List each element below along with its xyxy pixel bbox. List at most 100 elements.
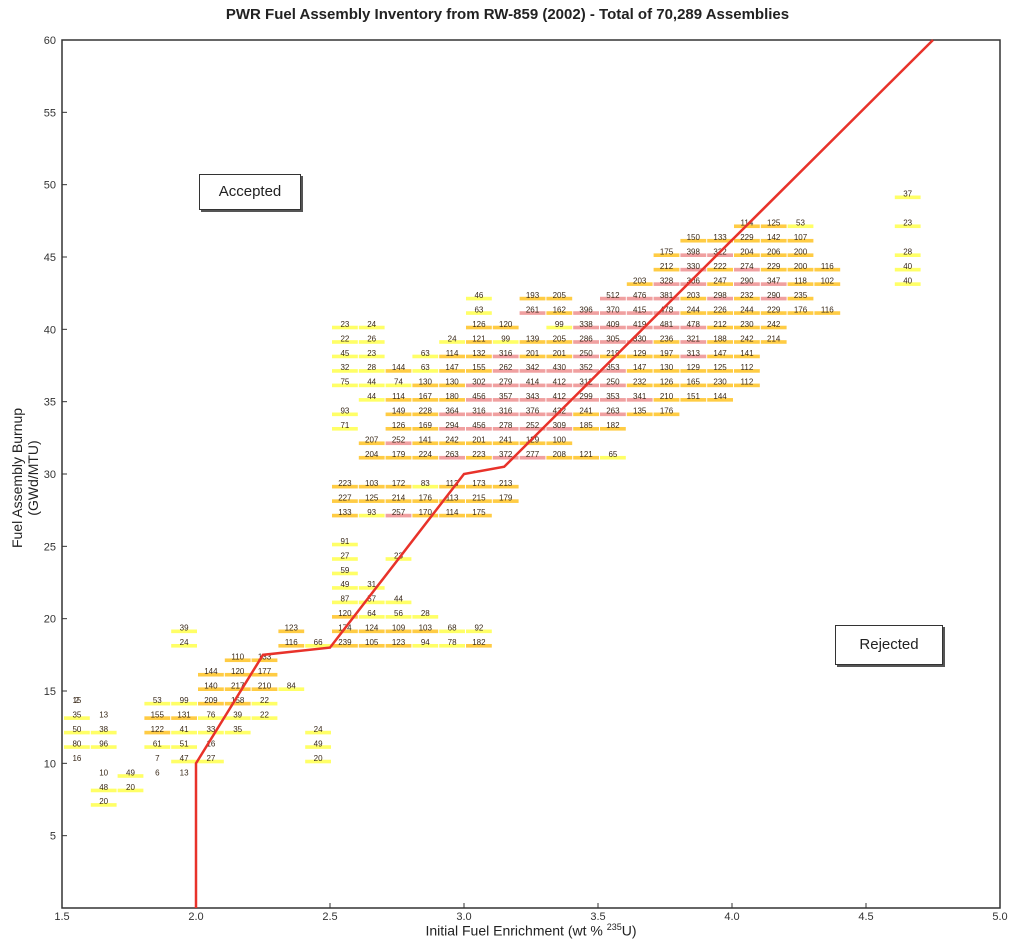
cell-value-label: 223 (472, 450, 486, 459)
x-tick-label: 4.5 (858, 911, 873, 923)
heatmap-cell (546, 325, 573, 330)
cell-value-label: 179 (499, 493, 513, 502)
heatmap-cell (412, 398, 439, 402)
heatmap-cell (385, 369, 412, 373)
cell-value-label: 330 (633, 334, 647, 343)
cell-value-label: 252 (392, 436, 406, 445)
heatmap-cell (492, 340, 519, 344)
cell-value-label: 139 (526, 334, 540, 343)
x-tick-label: 3.5 (590, 911, 605, 923)
cell-value-label: 155 (151, 710, 165, 719)
cell-value-label: 185 (579, 421, 593, 430)
cell-value-label: 201 (472, 436, 486, 445)
cell-value-label: 169 (419, 421, 433, 430)
heatmap-cell (64, 745, 90, 749)
heatmap-cell (358, 499, 385, 503)
heatmap-cell (412, 441, 439, 446)
heatmap-cell (492, 499, 519, 503)
heatmap-cell (734, 311, 760, 315)
heatmap-cell (305, 759, 331, 764)
heatmap-cell (760, 224, 787, 229)
heatmap-cell (787, 311, 814, 315)
heatmap-cell (332, 513, 358, 518)
heatmap-cell (492, 455, 519, 460)
heatmap-cell (412, 426, 439, 431)
heatmap-cell (519, 354, 546, 359)
cell-value-label: 114 (446, 508, 459, 517)
heatmap-cell (626, 354, 653, 359)
cell-value-label: 13 (180, 768, 189, 777)
cell-value-label: 10 (99, 768, 108, 777)
cell-value-label: 40 (903, 262, 912, 271)
cell-value-label: 92 (474, 624, 483, 633)
heatmap-cell (680, 253, 707, 257)
cell-value-label: 412 (553, 378, 567, 387)
heatmap-cell (171, 730, 197, 735)
cell-value-label: 179 (392, 450, 406, 459)
cell-value-label: 57 (367, 595, 376, 604)
heatmap-cell (519, 455, 546, 460)
cell-value-label: 456 (472, 392, 486, 401)
cell-value-label: 140 (204, 682, 218, 691)
heatmap-cell (600, 412, 626, 417)
heatmap-cell (787, 238, 814, 243)
cell-value-label: 294 (445, 421, 459, 430)
cell-value-label: 214 (392, 493, 406, 502)
heatmap-cell (412, 643, 439, 648)
heatmap-cell (680, 325, 707, 330)
heatmap-cell (198, 701, 224, 706)
cell-value-label: 38 (99, 725, 108, 734)
cell-value-label: 208 (553, 450, 567, 459)
cell-value-label: 338 (579, 320, 593, 329)
heatmap-cell (546, 383, 573, 388)
cell-value-label: 26 (367, 334, 376, 343)
cell-value-label: 205 (553, 291, 567, 300)
x-axis-label-text: Initial Fuel Enrichment (wt % (425, 922, 607, 939)
heatmap-cell (358, 629, 385, 634)
cell-value-label: 105 (365, 638, 379, 647)
cell-value-label: 93 (367, 508, 376, 517)
heatmap-cell (251, 701, 278, 706)
cell-value-label: 22 (260, 710, 269, 719)
heatmap-cell (332, 615, 358, 619)
heatmap-cell (492, 441, 519, 446)
heatmap-cell (278, 687, 305, 691)
cell-value-label: 24 (314, 725, 323, 734)
y-tick-label: 30 (44, 469, 56, 481)
heatmap-cell (332, 571, 358, 576)
heatmap-cell (385, 455, 412, 460)
cell-value-label: 39 (180, 624, 189, 633)
cell-value-label: 352 (579, 363, 593, 372)
cell-value-label: 330 (687, 262, 701, 271)
cell-value-label: 20 (126, 783, 135, 792)
cell-value-label: 76 (206, 710, 215, 719)
heatmap-cell (626, 340, 653, 344)
heatmap-cell (707, 267, 733, 272)
heatmap-cell (894, 253, 921, 257)
cell-value-label: 235 (794, 291, 808, 300)
cell-value-label: 262 (499, 363, 513, 372)
heatmap-cell (412, 499, 439, 503)
heatmap-cell (653, 267, 680, 272)
cell-value-label: 206 (767, 248, 781, 257)
heatmap-cell (251, 716, 278, 720)
heatmap-cell (466, 499, 492, 503)
heatmap-cell (439, 484, 465, 489)
heatmap-cell (760, 296, 787, 301)
cell-value-label: 96 (99, 739, 108, 748)
heatmap-cell (358, 325, 385, 330)
cell-value-label: 257 (392, 508, 406, 517)
heatmap-cell (358, 354, 385, 359)
cell-value-label: 24 (448, 334, 457, 343)
x-axis-ticks: 1.5 2.0 2.5 3.0 3.5 4.0 4.5 5.0 (54, 903, 1008, 923)
cell-value-label: 376 (526, 407, 540, 416)
heatmap-cell (332, 354, 358, 359)
cell-value-label: 102 (821, 276, 835, 285)
cell-value-label: 250 (579, 349, 593, 358)
y-tick-label: 15 (44, 686, 56, 698)
heatmap-cell (439, 398, 465, 402)
cell-value-label: 396 (579, 305, 593, 314)
cell-value-label: 476 (633, 291, 647, 300)
heatmap-cell (760, 340, 787, 344)
